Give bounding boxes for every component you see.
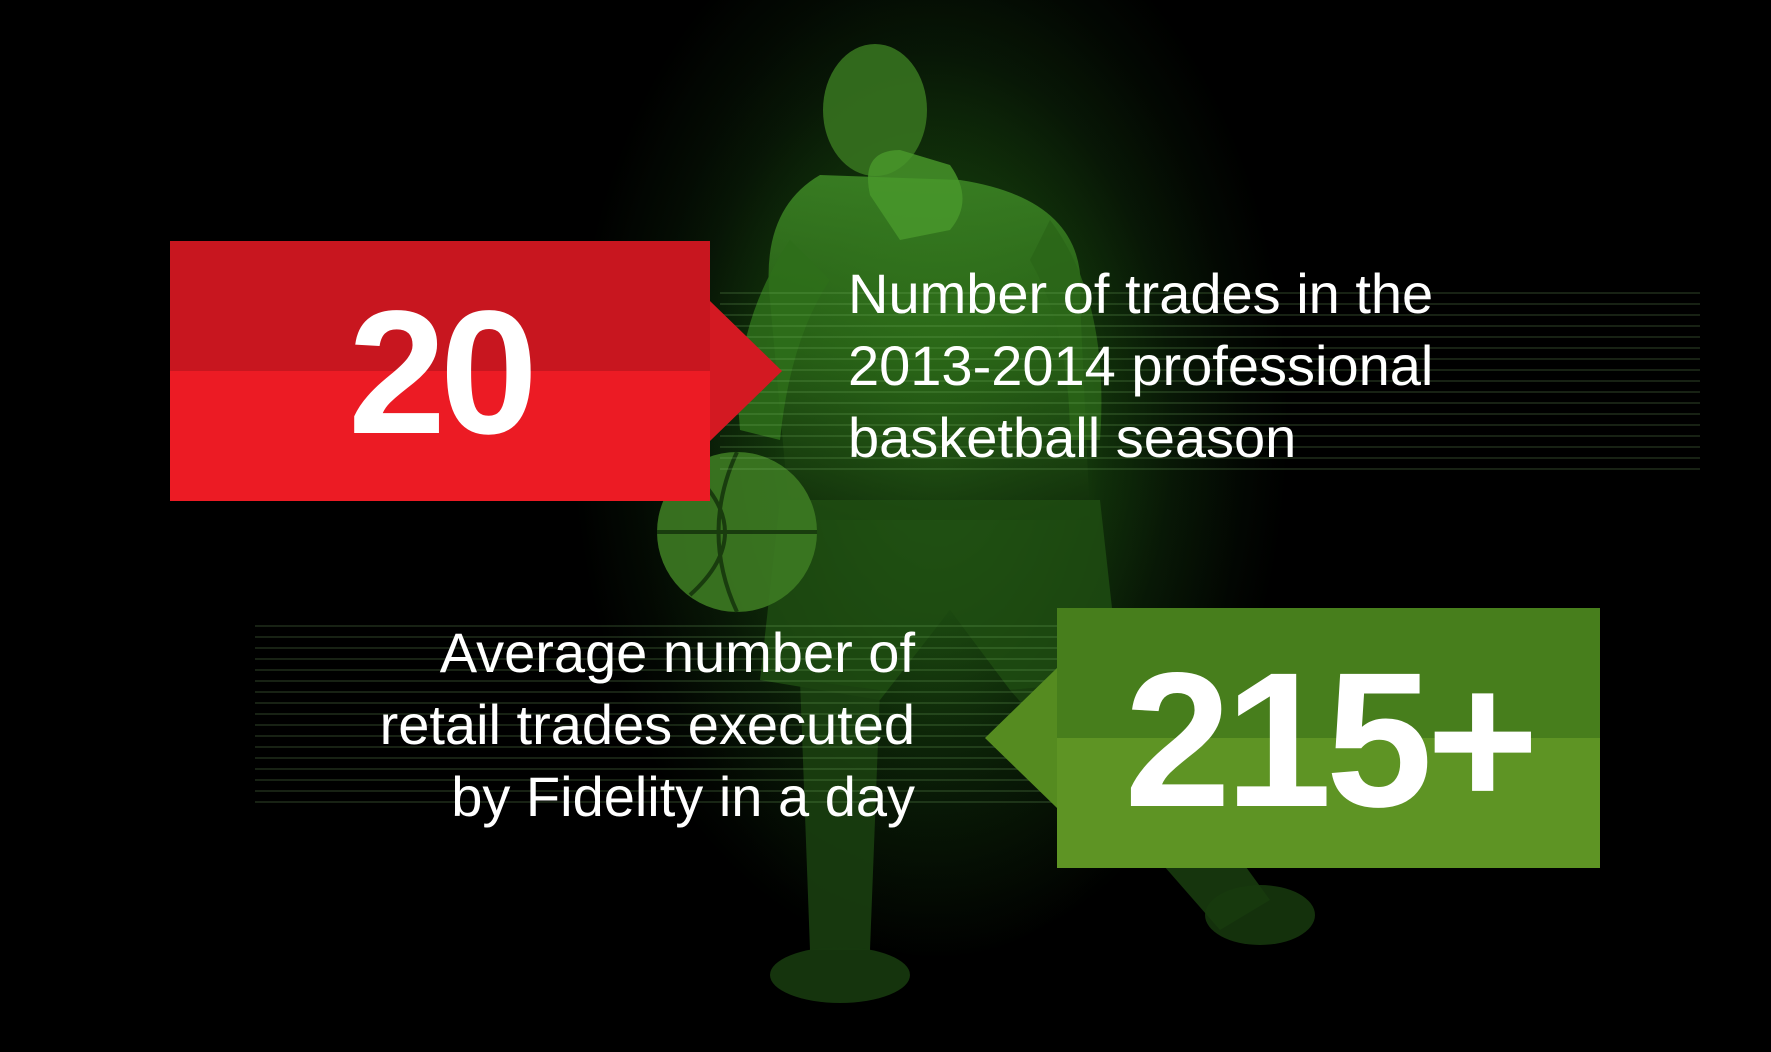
player-raised-hand bbox=[868, 150, 963, 240]
stat-value-daily-trades: 215+ bbox=[1124, 632, 1538, 847]
caption-line: by Fidelity in a day bbox=[451, 765, 915, 828]
green-stat-banner bbox=[1057, 608, 1600, 868]
caption-line: Number of trades in the bbox=[848, 262, 1434, 325]
caption-line: retail trades executed bbox=[379, 693, 915, 756]
stat-caption-daily-trades: Average number of retail trades executed… bbox=[220, 617, 915, 833]
stat-value-trades-season: 20 bbox=[348, 275, 538, 471]
red-banner-arrow bbox=[710, 301, 782, 441]
speed-lines-top bbox=[720, 292, 1700, 470]
green-banner-arrow bbox=[985, 668, 1057, 808]
player-head bbox=[823, 44, 927, 176]
caption-line: basketball season bbox=[848, 406, 1297, 469]
player-right-arm bbox=[1030, 220, 1102, 440]
player-right-shoe bbox=[1205, 885, 1315, 945]
player-shorts bbox=[760, 500, 1120, 700]
caption-line: 2013-2014 professional bbox=[848, 334, 1434, 397]
caption-line: Average number of bbox=[439, 621, 915, 684]
red-stat-banner bbox=[170, 241, 710, 501]
stat-caption-trades-season: Number of trades in the 2013-2014 profes… bbox=[848, 258, 1568, 474]
player-left-leg bbox=[800, 680, 880, 950]
player-torso bbox=[768, 175, 1090, 520]
player-left-shoe bbox=[770, 947, 910, 1003]
